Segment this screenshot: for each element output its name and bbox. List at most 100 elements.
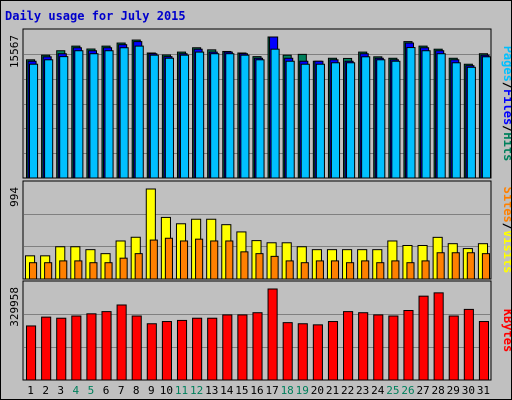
sites-bar: [346, 262, 355, 280]
legend-item-pages-0: Pages: [501, 46, 511, 82]
kbytes-bar: [343, 311, 354, 381]
kbytes-bar: [56, 317, 67, 381]
day-label-18: 18: [281, 384, 294, 397]
kbytes-bar: [237, 314, 248, 381]
kbytes-bar: [403, 310, 414, 381]
day-label-22: 22: [341, 384, 354, 397]
pages-bar: [346, 62, 356, 179]
pages-bar: [210, 53, 220, 179]
legend-item--3: /: [501, 125, 511, 132]
kbytes-bar: [297, 323, 308, 381]
kbytes-bar: [192, 317, 203, 381]
pages-bar: [406, 47, 416, 179]
kbytes-bar: [71, 315, 82, 381]
kbytes-bar: [131, 315, 142, 381]
kbytes-bar: [312, 324, 323, 381]
legend-3: KBytes: [501, 309, 511, 352]
kbytes-bar: [358, 312, 369, 381]
legend-item--1: /: [501, 223, 511, 230]
sites-bar: [210, 240, 219, 280]
pages-bar: [451, 62, 461, 179]
kbytes-bar: [282, 322, 293, 381]
legend-1: Pages/Files/Hits: [501, 46, 511, 162]
sites-bar: [466, 252, 475, 280]
pages-bar: [255, 59, 265, 179]
day-label-26: 26: [401, 384, 414, 397]
sites-bar: [300, 262, 309, 280]
sites-bar: [149, 239, 158, 280]
day-label-20: 20: [311, 384, 324, 397]
day-label-25: 25: [386, 384, 399, 397]
day-label-3: 3: [57, 384, 64, 397]
sites-bar: [421, 260, 430, 280]
kbytes-bar: [86, 313, 97, 381]
kbytes-bar: [448, 315, 459, 381]
sites-bar: [225, 240, 234, 280]
kbytes-bar: [26, 325, 37, 381]
pages-bar: [134, 45, 144, 179]
legend-item-kbytes-0: KBytes: [501, 309, 511, 352]
day-label-27: 27: [416, 384, 429, 397]
sites-bar: [436, 252, 445, 280]
day-label-5: 5: [88, 384, 95, 397]
day-label-16: 16: [250, 384, 263, 397]
pages-bar: [179, 54, 190, 179]
kbytes-bar: [463, 308, 474, 381]
kbytes-bar: [101, 311, 112, 381]
sites-bar: [89, 262, 98, 280]
kbytes-bar: [116, 304, 127, 381]
sites-bar: [74, 260, 83, 280]
day-label-7: 7: [118, 384, 125, 397]
sites-bar: [134, 253, 143, 280]
kbytes-bar: [327, 321, 339, 381]
pages-bar: [315, 63, 325, 179]
pages-bar: [59, 56, 69, 179]
pages-bar: [330, 62, 341, 179]
y-max-label-3: 329958: [8, 287, 21, 327]
sites-bar: [195, 238, 204, 280]
day-label-11: 11: [175, 384, 188, 397]
pages-bar: [195, 51, 205, 179]
sites-bar: [104, 262, 113, 280]
pages-bar: [300, 63, 310, 179]
sites-bar: [481, 253, 491, 280]
sites-bar: [361, 260, 370, 280]
sites-bar: [29, 262, 38, 280]
kbytes-bar: [388, 315, 399, 381]
day-label-8: 8: [133, 384, 140, 397]
sites-bar: [119, 257, 128, 280]
pages-bar: [466, 66, 476, 179]
sites-bar: [285, 260, 294, 280]
legend-item-visits-2: Visits: [501, 230, 511, 273]
day-label-31: 31: [477, 384, 490, 397]
legend-item-hits-4: Hits: [501, 132, 511, 161]
legend-item-files-2: Files: [501, 89, 511, 125]
chart-title: Daily usage for July 2015: [5, 9, 186, 23]
pages-bar: [436, 53, 446, 179]
pages-bar: [225, 53, 235, 179]
sites-bar: [44, 262, 53, 280]
kbytes-bar: [176, 319, 188, 381]
y-max-label-1: 15567: [8, 35, 21, 68]
kbytes-bar: [267, 288, 278, 381]
sites-bar: [255, 253, 264, 280]
day-label-28: 28: [432, 384, 445, 397]
kbytes-bar: [478, 321, 490, 381]
day-label-30: 30: [462, 384, 475, 397]
sites-bar: [406, 262, 415, 280]
day-label-29: 29: [447, 384, 460, 397]
day-label-6: 6: [103, 384, 110, 397]
pages-bar: [240, 54, 250, 179]
kbytes-bar: [207, 317, 218, 381]
day-label-1: 1: [27, 384, 34, 397]
kbytes-bar: [222, 314, 233, 381]
pages-bar: [164, 57, 174, 179]
pages-bar: [270, 48, 280, 179]
pages-bar: [421, 50, 431, 179]
pages-bar: [481, 56, 492, 179]
pages-bar: [149, 54, 159, 179]
pages-bar: [285, 60, 295, 179]
pages-bar: [391, 60, 401, 179]
